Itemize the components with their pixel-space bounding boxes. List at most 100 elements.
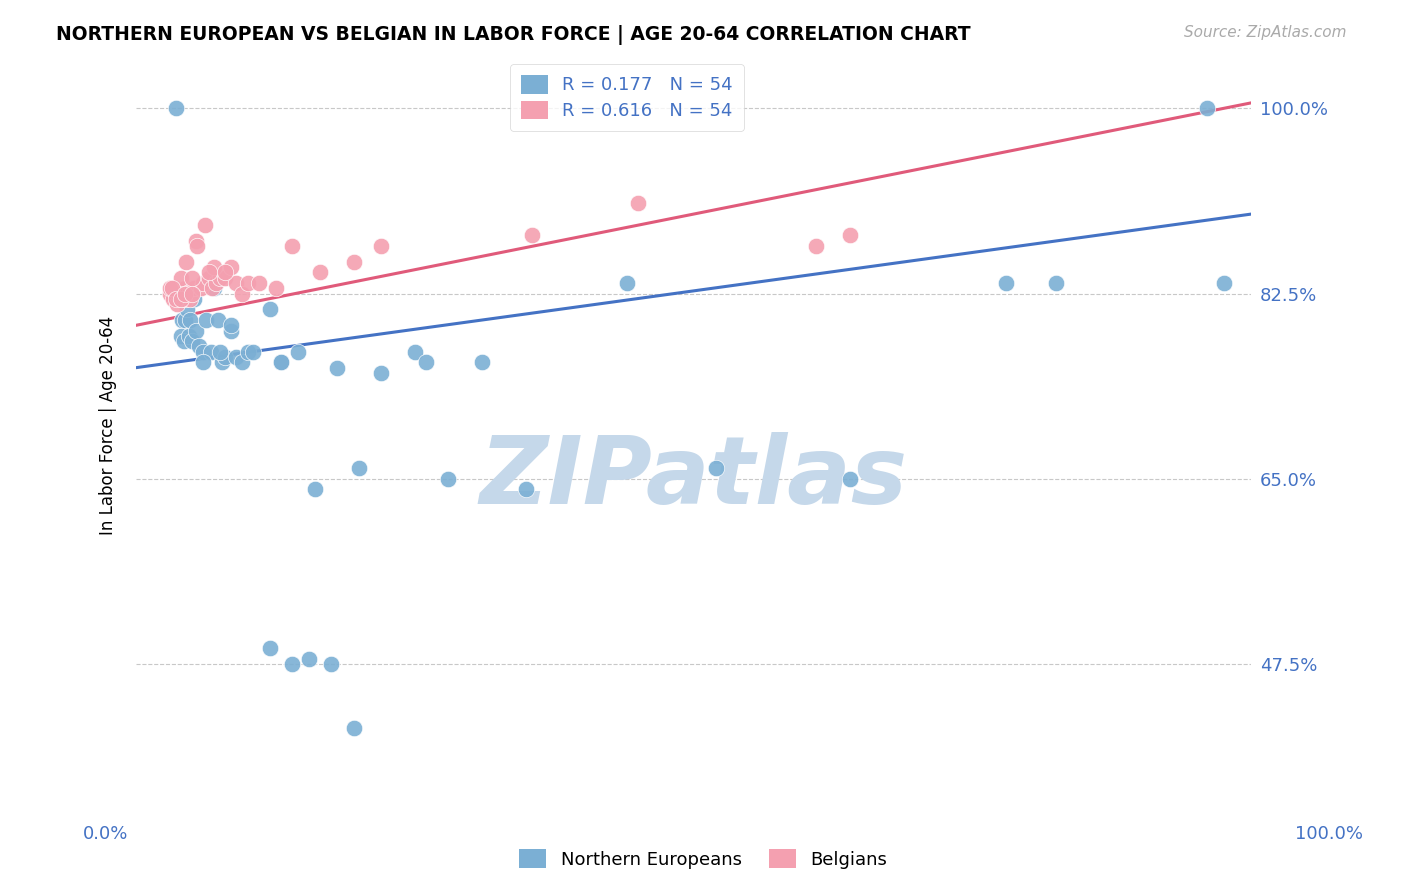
Point — [197, 265, 219, 279]
Point — [177, 329, 200, 343]
Point — [162, 292, 184, 306]
Point — [167, 286, 190, 301]
Point — [270, 355, 292, 369]
Point — [370, 239, 392, 253]
Point — [202, 281, 225, 295]
Point — [186, 234, 208, 248]
Point — [170, 292, 193, 306]
Point — [838, 228, 860, 243]
Point — [176, 302, 198, 317]
Point — [326, 360, 349, 375]
Point — [219, 318, 242, 333]
Point — [165, 281, 187, 295]
Point — [179, 313, 201, 327]
Text: Source: ZipAtlas.com: Source: ZipAtlas.com — [1184, 25, 1347, 40]
Point — [165, 101, 187, 115]
Point — [159, 286, 181, 301]
Point — [806, 239, 828, 253]
Point — [242, 344, 264, 359]
Point — [247, 276, 270, 290]
Legend: Northern Europeans, Belgians: Northern Europeans, Belgians — [512, 842, 894, 876]
Point — [616, 276, 638, 290]
Point — [205, 276, 228, 290]
Point — [231, 355, 253, 369]
Point — [208, 344, 231, 359]
Point — [202, 260, 225, 274]
Point — [520, 228, 543, 243]
Point — [211, 355, 233, 369]
Point — [170, 292, 193, 306]
Point — [190, 281, 212, 295]
Point — [187, 339, 209, 353]
Point — [165, 292, 187, 306]
Point — [180, 286, 202, 301]
Point — [177, 286, 200, 301]
Point — [179, 292, 201, 306]
Point — [197, 270, 219, 285]
Text: NORTHERN EUROPEAN VS BELGIAN IN LABOR FORCE | AGE 20-64 CORRELATION CHART: NORTHERN EUROPEAN VS BELGIAN IN LABOR FO… — [56, 25, 972, 45]
Point — [162, 286, 184, 301]
Point — [180, 270, 202, 285]
Point — [225, 276, 247, 290]
Point — [342, 721, 364, 735]
Point — [347, 461, 370, 475]
Point — [995, 276, 1018, 290]
Point — [1045, 276, 1067, 290]
Point — [170, 270, 193, 285]
Point — [304, 483, 326, 497]
Point — [704, 461, 727, 475]
Point — [191, 276, 214, 290]
Point — [176, 292, 198, 306]
Point — [172, 292, 194, 306]
Point — [370, 366, 392, 380]
Point — [200, 344, 222, 359]
Text: 100.0%: 100.0% — [1295, 825, 1362, 843]
Point — [165, 286, 187, 301]
Point — [191, 344, 214, 359]
Point — [174, 286, 197, 301]
Text: ZIPatlas: ZIPatlas — [479, 432, 908, 524]
Point — [186, 239, 208, 253]
Point — [169, 286, 191, 301]
Point — [264, 281, 287, 295]
Point — [174, 313, 197, 327]
Point — [183, 281, 205, 295]
Point — [281, 657, 304, 672]
Point — [225, 350, 247, 364]
Point — [170, 313, 193, 327]
Point — [180, 334, 202, 348]
Point — [259, 641, 281, 656]
Point — [176, 254, 198, 268]
Point — [515, 483, 537, 497]
Point — [1195, 101, 1218, 115]
Point — [236, 276, 259, 290]
Point — [219, 260, 242, 274]
Text: 0.0%: 0.0% — [83, 825, 128, 843]
Point — [214, 270, 236, 285]
Point — [207, 313, 229, 327]
Point — [201, 281, 224, 295]
Point — [471, 355, 494, 369]
Y-axis label: In Labor Force | Age 20-64: In Labor Force | Age 20-64 — [100, 317, 117, 535]
Point — [231, 286, 253, 301]
Point — [159, 281, 181, 295]
Point — [173, 334, 195, 348]
Legend: R = 0.177   N = 54, R = 0.616   N = 54: R = 0.177 N = 54, R = 0.616 N = 54 — [510, 64, 744, 131]
Point — [415, 355, 437, 369]
Point — [214, 350, 236, 364]
Point — [404, 344, 426, 359]
Point — [173, 286, 195, 301]
Point — [180, 281, 202, 295]
Point — [167, 286, 190, 301]
Point — [236, 344, 259, 359]
Point — [259, 302, 281, 317]
Point — [214, 265, 236, 279]
Point — [298, 652, 321, 666]
Point — [321, 657, 343, 672]
Point — [437, 472, 460, 486]
Point — [838, 472, 860, 486]
Point — [160, 281, 183, 295]
Point — [195, 313, 218, 327]
Point — [174, 281, 197, 295]
Point — [627, 196, 650, 211]
